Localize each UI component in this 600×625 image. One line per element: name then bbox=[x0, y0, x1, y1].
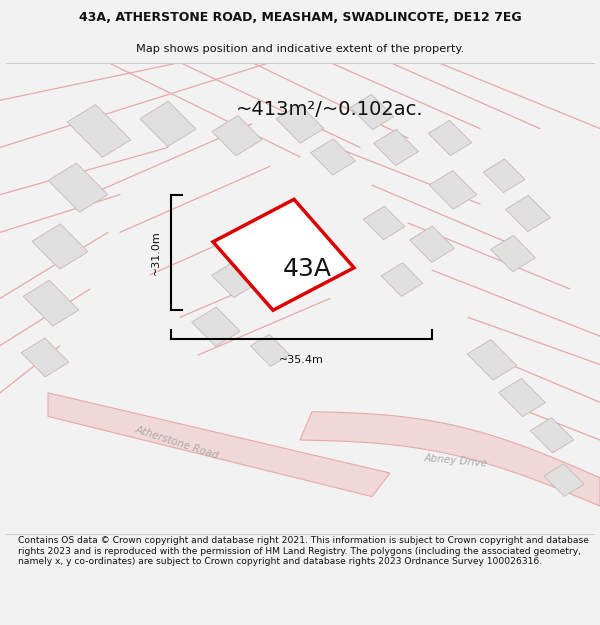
Polygon shape bbox=[276, 104, 324, 143]
Polygon shape bbox=[530, 418, 574, 453]
Text: Atherstone Road: Atherstone Road bbox=[134, 424, 220, 461]
Text: ~413m²/~0.102ac.: ~413m²/~0.102ac. bbox=[236, 100, 424, 119]
Text: ~31.0m: ~31.0m bbox=[151, 230, 161, 275]
Text: Contains OS data © Crown copyright and database right 2021. This information is : Contains OS data © Crown copyright and d… bbox=[18, 536, 589, 566]
Polygon shape bbox=[67, 104, 131, 158]
Polygon shape bbox=[21, 338, 69, 377]
Polygon shape bbox=[467, 339, 517, 380]
Polygon shape bbox=[544, 464, 584, 496]
Polygon shape bbox=[311, 139, 355, 175]
Polygon shape bbox=[213, 199, 354, 310]
Text: 43A, ATHERSTONE ROAD, MEASHAM, SWADLINCOTE, DE12 7EG: 43A, ATHERSTONE ROAD, MEASHAM, SWADLINCO… bbox=[79, 11, 521, 24]
Polygon shape bbox=[491, 236, 535, 272]
Polygon shape bbox=[381, 262, 423, 296]
Polygon shape bbox=[499, 379, 545, 417]
Polygon shape bbox=[483, 159, 525, 192]
Polygon shape bbox=[48, 163, 108, 212]
Polygon shape bbox=[256, 235, 296, 268]
Polygon shape bbox=[48, 393, 390, 497]
Polygon shape bbox=[192, 307, 240, 346]
Polygon shape bbox=[428, 120, 472, 156]
Text: Map shows position and indicative extent of the property.: Map shows position and indicative extent… bbox=[136, 44, 464, 54]
Text: ~35.4m: ~35.4m bbox=[279, 355, 324, 365]
Polygon shape bbox=[23, 280, 79, 326]
Text: 43A: 43A bbox=[283, 257, 332, 281]
Polygon shape bbox=[350, 94, 394, 130]
Text: Abney Drive: Abney Drive bbox=[424, 454, 488, 469]
Polygon shape bbox=[410, 226, 454, 262]
Polygon shape bbox=[374, 129, 418, 166]
Polygon shape bbox=[32, 224, 88, 269]
Polygon shape bbox=[140, 101, 196, 146]
Polygon shape bbox=[212, 116, 262, 156]
Polygon shape bbox=[363, 206, 405, 240]
Polygon shape bbox=[212, 261, 256, 298]
Polygon shape bbox=[250, 334, 290, 366]
Polygon shape bbox=[429, 171, 477, 209]
Polygon shape bbox=[300, 412, 600, 506]
Polygon shape bbox=[506, 196, 550, 232]
